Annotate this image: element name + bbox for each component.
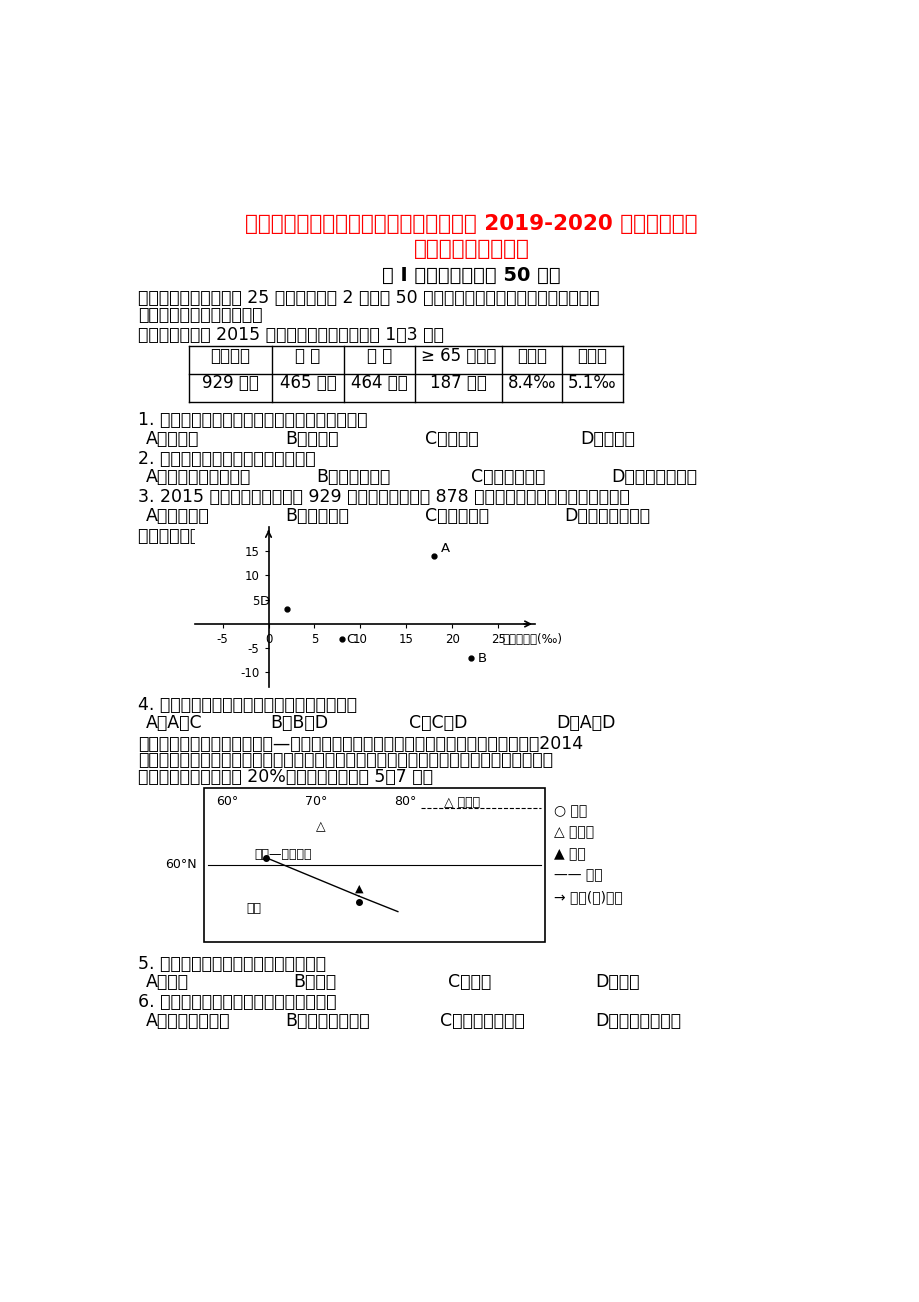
Text: ▲ 石油: ▲ 石油 bbox=[554, 846, 585, 861]
Text: 死亡率: 死亡率 bbox=[577, 346, 607, 365]
Text: A．原始型: A．原始型 bbox=[146, 430, 199, 448]
Text: D．A、D: D．A、D bbox=[556, 715, 616, 733]
Text: A．生态因素: A．生态因素 bbox=[146, 506, 210, 525]
Text: 5.1‰: 5.1‰ bbox=[567, 375, 616, 392]
Text: —— 铁路: —— 铁路 bbox=[554, 868, 602, 883]
Text: A．性别结构严重失调: A．性别结构严重失调 bbox=[146, 469, 251, 486]
Text: 读四川省成都市 2015 年人口普查数据表，回答 1～3 题。: 读四川省成都市 2015 年人口普查数据表，回答 1～3 题。 bbox=[138, 327, 444, 345]
Text: C．C、D: C．C、D bbox=[409, 715, 468, 733]
Text: 6. 该地区利用温室种植蔬菜的优势条件是: 6. 该地区利用温室种植蔬菜的优势条件是 bbox=[138, 993, 336, 1012]
Text: 80°: 80° bbox=[393, 794, 416, 807]
Text: 1. 只考虑人口自然增长，该市的人口增长模式是: 1. 只考虑人口自然增长，该市的人口增长模式是 bbox=[138, 411, 368, 430]
Text: B．生产技术先进: B．生产技术先进 bbox=[285, 1012, 369, 1030]
Text: D．能源供应充足: D．能源供应充足 bbox=[595, 1012, 681, 1030]
Text: A．热量: A．热量 bbox=[146, 973, 188, 991]
Text: △: △ bbox=[315, 820, 324, 833]
Text: B．人口老龄化: B．人口老龄化 bbox=[316, 469, 391, 486]
Text: 一项是符合题目要求的。）: 一项是符合题目要求的。） bbox=[138, 306, 263, 324]
Text: 下图中人口迁移率指人口迁移数与人口总数的比重，正值为迁入。读图回答第 4 题。: 下图中人口迁移率指人口迁移数与人口总数的比重，正值为迁入。读图回答第 4 题。 bbox=[138, 526, 533, 544]
Bar bbox=[204, 789, 545, 943]
Text: 产的蔬菜可满足当地约 20%的需求。据此完成 5～7 题。: 产的蔬菜可满足当地约 20%的需求。据此完成 5～7 题。 bbox=[138, 768, 433, 786]
Text: 年起，这些城市郊区以及周边地区采用荷兰等国的技术，修建了大型温室蔬菜培植基地，生: 年起，这些城市郊区以及周边地区采用荷兰等国的技术，修建了大型温室蔬菜培植基地，生 bbox=[138, 751, 552, 769]
Text: → 输油(气)管道: → 输油(气)管道 bbox=[554, 891, 622, 904]
Text: B．政治因素: B．政治因素 bbox=[285, 506, 349, 525]
Text: C．现代型: C．现代型 bbox=[425, 430, 478, 448]
Text: 60°N: 60°N bbox=[165, 858, 197, 871]
Text: D: D bbox=[259, 595, 269, 608]
Text: △ 天然气: △ 天然气 bbox=[554, 825, 594, 840]
Text: D．社会文化因素: D．社会文化因素 bbox=[564, 506, 650, 525]
Text: C．光照: C．光照 bbox=[448, 973, 491, 991]
Text: 187 万人: 187 万人 bbox=[429, 375, 486, 392]
Text: 人口迁移率 (‰): 人口迁移率 (‰) bbox=[347, 546, 441, 562]
Text: D．过渡型: D．过渡型 bbox=[579, 430, 634, 448]
Text: 秋明: 秋明 bbox=[246, 902, 262, 915]
Text: 60°: 60° bbox=[216, 794, 238, 807]
Text: 下图所示区域中，秋明、汉特—曼西斯克等城市的蔬菜供应主要依靠进口，波动较大。2014: 下图所示区域中，秋明、汉特—曼西斯克等城市的蔬菜供应主要依靠进口，波动较大。20… bbox=[138, 734, 583, 753]
Text: A: A bbox=[441, 542, 450, 555]
Text: C: C bbox=[346, 633, 356, 646]
Text: 下学期期中测试试题: 下学期期中测试试题 bbox=[414, 240, 528, 259]
Text: 四川省成都市北大附中成都新津为明学校 2019-2020 学年高一地理: 四川省成都市北大附中成都新津为明学校 2019-2020 学年高一地理 bbox=[245, 214, 697, 234]
Text: C．经济因素: C．经济因素 bbox=[425, 506, 489, 525]
Text: 女 性: 女 性 bbox=[367, 346, 391, 365]
Text: 常住人口: 常住人口 bbox=[210, 346, 250, 365]
Text: C．种植历史悠久: C．种植历史悠久 bbox=[440, 1012, 525, 1030]
Text: D．劳动力成本低: D．劳动力成本低 bbox=[610, 469, 697, 486]
Text: 464 万人: 464 万人 bbox=[350, 375, 407, 392]
Text: 929 万人: 929 万人 bbox=[202, 375, 258, 392]
Text: 465 万人: 465 万人 bbox=[279, 375, 336, 392]
Text: 一、选择题：（本卷共 25 小题。每小题 2 分，共 50 分。在每小题给出的四个选项中，只有: 一、选择题：（本卷共 25 小题。每小题 2 分，共 50 分。在每小题给出的四… bbox=[138, 289, 599, 307]
Text: B: B bbox=[478, 652, 487, 665]
Text: ○ 城市: ○ 城市 bbox=[554, 803, 587, 818]
Text: B．水分: B．水分 bbox=[293, 973, 336, 991]
Text: D．土壤: D．土壤 bbox=[595, 973, 640, 991]
Text: C．就业压力大: C．就业压力大 bbox=[471, 469, 545, 486]
Text: 出生率: 出生率 bbox=[516, 346, 547, 365]
Text: A．劳动力成本低: A．劳动力成本低 bbox=[146, 1012, 231, 1030]
Text: 2. 表中数据能反映的该市人口问题是: 2. 表中数据能反映的该市人口问题是 bbox=[138, 449, 315, 467]
Text: 8.4‰: 8.4‰ bbox=[507, 375, 556, 392]
Text: 第 I 卷（选择题，共 50 分）: 第 I 卷（选择题，共 50 分） bbox=[381, 267, 561, 285]
Text: A．A、C: A．A、C bbox=[146, 715, 202, 733]
Text: 4. 图中四个地区人口增长速度最快和最慢的是: 4. 图中四个地区人口增长速度最快和最慢的是 bbox=[138, 697, 357, 713]
Text: 70°: 70° bbox=[304, 794, 327, 807]
Text: 男 性: 男 性 bbox=[295, 346, 320, 365]
Text: △ 北极圈: △ 北极圈 bbox=[444, 796, 480, 809]
Text: ▲: ▲ bbox=[355, 884, 363, 893]
Text: 汉特—曼西斯克: 汉特—曼西斯克 bbox=[255, 849, 312, 862]
Text: ≥ 65 岁人口: ≥ 65 岁人口 bbox=[420, 346, 495, 365]
Text: 3. 2015 年成都市常住人口为 929 万人而户籍人口为 878 万人，引起这一现象的主要因素是: 3. 2015 年成都市常住人口为 929 万人而户籍人口为 878 万人，引起… bbox=[138, 488, 630, 506]
Text: B．B、D: B．B、D bbox=[269, 715, 328, 733]
Text: 自然增长率(‰): 自然增长率(‰) bbox=[503, 633, 562, 646]
Text: 5. 该地区蔬菜种植的限制性自然因素是: 5. 该地区蔬菜种植的限制性自然因素是 bbox=[138, 954, 326, 973]
Text: B．传统型: B．传统型 bbox=[285, 430, 338, 448]
